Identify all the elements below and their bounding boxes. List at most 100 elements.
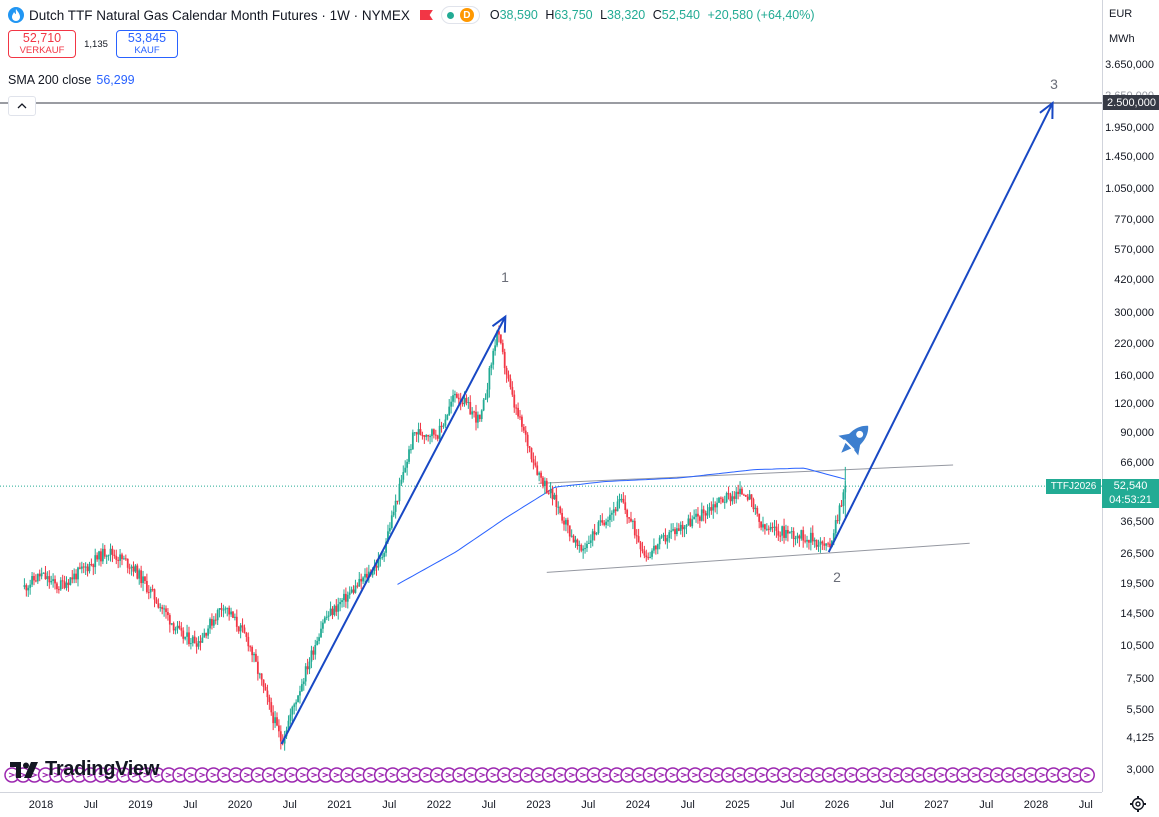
event-marker-glyph xyxy=(725,772,733,778)
candle xyxy=(513,390,516,413)
event-marker-glyph xyxy=(1061,772,1069,778)
candle xyxy=(278,719,280,738)
candle xyxy=(798,534,801,547)
candle-body xyxy=(624,502,627,511)
price-tick-label: 5,500 xyxy=(1126,703,1154,716)
candle-body xyxy=(302,681,305,685)
tradingview-logo[interactable]: TradingView xyxy=(10,758,159,781)
candle-body xyxy=(802,530,805,541)
candle xyxy=(660,534,663,539)
candle xyxy=(256,655,259,681)
candle-body xyxy=(819,541,822,545)
candle-body xyxy=(423,435,426,437)
candle xyxy=(704,510,707,524)
candle xyxy=(262,679,265,694)
candle xyxy=(295,699,298,711)
event-marker-glyph xyxy=(266,772,274,778)
candle-body xyxy=(314,645,317,655)
wave-label-3[interactable]: 3 xyxy=(1050,76,1058,92)
candle-body xyxy=(438,425,441,439)
candle xyxy=(639,540,642,558)
candle-body xyxy=(691,519,694,527)
candle xyxy=(73,568,76,584)
candle-body xyxy=(69,577,72,585)
price-axis[interactable]: EUR MWh 3.650,000 1.950,000 1.450,000 1.050… xyxy=(1102,0,1159,792)
price-tick-label: 1.950,000 xyxy=(1105,121,1154,134)
candle xyxy=(819,537,822,553)
candle xyxy=(785,524,787,541)
time-tick-label: Jul xyxy=(780,799,795,811)
candle xyxy=(825,543,828,551)
candle xyxy=(38,569,41,582)
candle-body xyxy=(199,641,202,643)
event-marker-glyph xyxy=(187,772,195,778)
event-marker-glyph xyxy=(949,772,957,778)
candle-body xyxy=(618,499,621,502)
candle xyxy=(712,497,715,519)
candle-body xyxy=(739,488,741,494)
candle-body xyxy=(203,632,206,638)
candle-body xyxy=(683,526,686,530)
event-marker-glyph xyxy=(165,772,173,778)
collapse-legend-button[interactable] xyxy=(8,96,36,116)
wave-label-2[interactable]: 2 xyxy=(833,569,841,585)
candle-body xyxy=(700,509,703,521)
wave-label-1[interactable]: 1 xyxy=(501,269,509,285)
candle-body xyxy=(402,472,405,480)
event-marker-glyph xyxy=(288,772,296,778)
candle-body xyxy=(109,548,112,556)
candle xyxy=(702,505,705,522)
price-chart[interactable] xyxy=(0,0,1102,792)
candle-body xyxy=(201,637,204,643)
rocket-icon[interactable] xyxy=(832,418,876,462)
event-marker-glyph xyxy=(983,772,991,778)
candle xyxy=(249,645,252,652)
time-axis[interactable]: 2018 Jul 2019 Jul 2020 Jul 2021 Jul 2022 Jul 2023 J… xyxy=(0,792,1102,817)
time-tick-label: Jul xyxy=(83,799,98,811)
sma-legend[interactable]: SMA 200 close 56,299 xyxy=(8,73,135,87)
event-marker xyxy=(4,767,20,783)
candle-body xyxy=(578,545,581,547)
candle-body xyxy=(702,509,705,514)
candle-body xyxy=(94,555,97,568)
candle-body xyxy=(808,539,810,543)
candle xyxy=(559,505,562,515)
candle-body xyxy=(536,465,539,475)
event-marker-glyph xyxy=(971,772,979,778)
candle xyxy=(65,576,68,591)
candle xyxy=(287,715,290,731)
candle xyxy=(71,569,74,584)
candle-body xyxy=(40,573,43,577)
candle xyxy=(769,522,772,532)
flag-icon[interactable] xyxy=(419,10,433,20)
candle-body xyxy=(744,494,747,497)
event-marker-glyph xyxy=(557,772,565,778)
candle-body xyxy=(553,494,556,500)
candle-body xyxy=(352,589,355,593)
candle xyxy=(199,635,202,651)
candle-body xyxy=(484,398,487,400)
candle xyxy=(765,523,768,532)
candle xyxy=(421,431,424,440)
price-tick-label: 66,000 xyxy=(1120,457,1154,470)
candle xyxy=(325,610,328,621)
price-tick-label: 4,125 xyxy=(1126,732,1154,745)
arrow-head xyxy=(491,314,507,333)
sma-value: 56,299 xyxy=(96,73,135,87)
settings-gear-icon[interactable] xyxy=(1129,795,1147,813)
candle-body xyxy=(167,612,169,616)
candle xyxy=(123,555,125,560)
market-status-pill[interactable]: D xyxy=(440,6,480,24)
candle xyxy=(618,493,621,509)
symbol-title[interactable]: Dutch TTF Natural Gas Calendar Month Fut… xyxy=(29,7,410,23)
candle xyxy=(582,545,585,559)
candle-body xyxy=(467,402,470,404)
horizontal-line-price-tag[interactable]: 2.500,000 xyxy=(1103,95,1159,110)
buy-button[interactable]: 53,845 KAUF xyxy=(116,30,178,58)
candle xyxy=(346,591,349,609)
event-marker-glyph xyxy=(837,772,845,778)
candle-body xyxy=(59,580,62,590)
sell-button[interactable]: 52,710 VERKAUF xyxy=(8,30,76,58)
candle xyxy=(157,598,160,609)
candle-body xyxy=(658,537,661,545)
